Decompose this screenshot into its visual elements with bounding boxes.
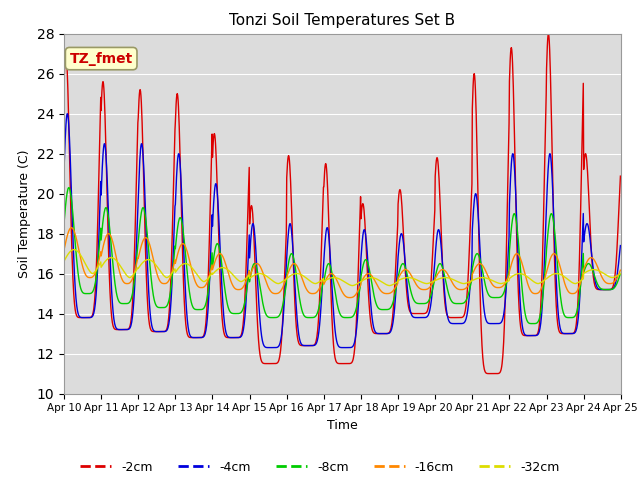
Y-axis label: Soil Temperature (C): Soil Temperature (C) [18, 149, 31, 278]
Text: TZ_fmet: TZ_fmet [70, 51, 133, 66]
Legend: -2cm, -4cm, -8cm, -16cm, -32cm: -2cm, -4cm, -8cm, -16cm, -32cm [75, 456, 565, 479]
Title: Tonzi Soil Temperatures Set B: Tonzi Soil Temperatures Set B [229, 13, 456, 28]
X-axis label: Time: Time [327, 419, 358, 432]
